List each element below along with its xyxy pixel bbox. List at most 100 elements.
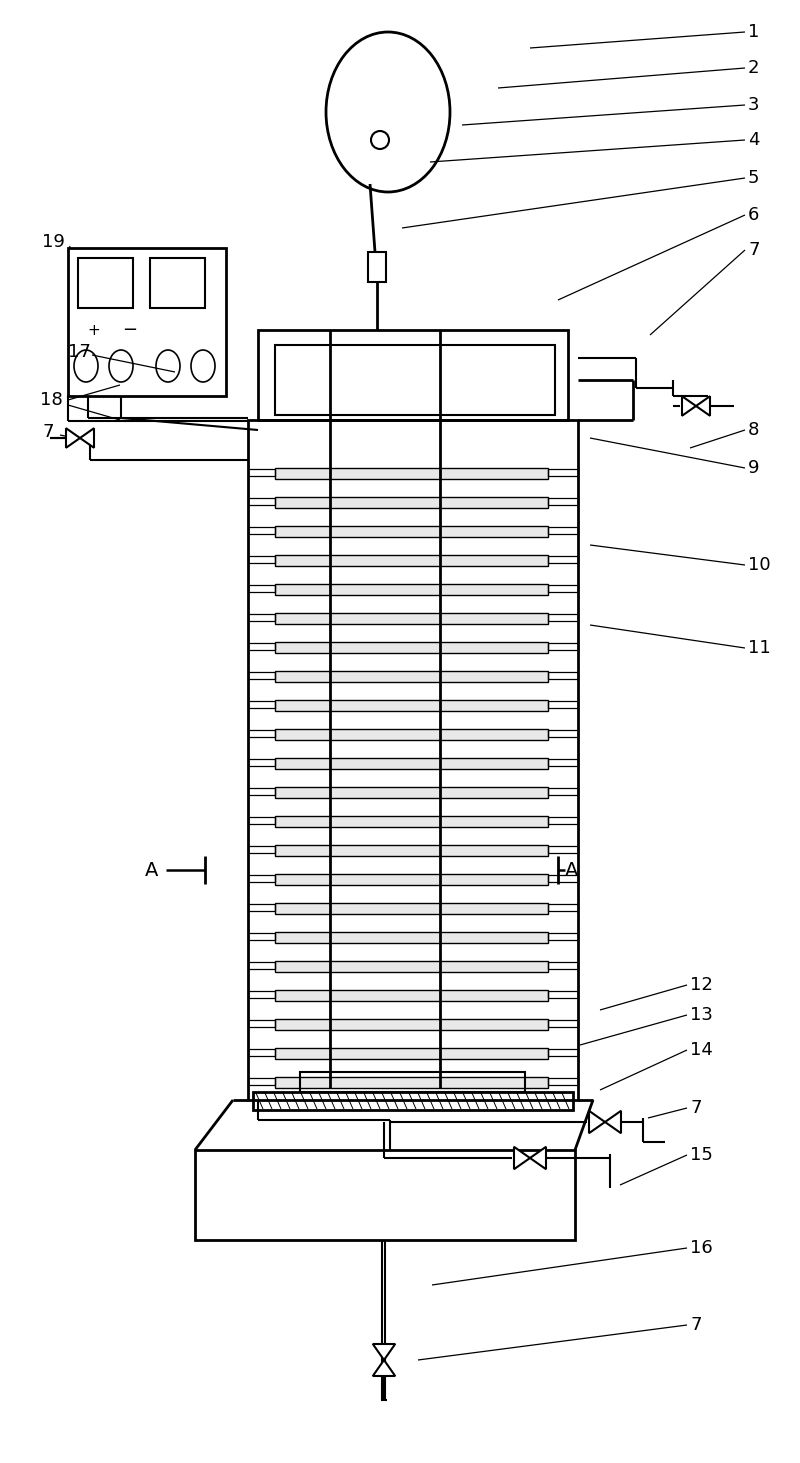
Polygon shape (373, 1344, 395, 1361)
Bar (275, 345, 555, 415)
Bar (275, 846, 548, 856)
Polygon shape (682, 396, 696, 415)
Bar (548, 644, 578, 650)
Text: 7: 7 (690, 1317, 702, 1334)
Bar (248, 497, 275, 505)
Bar (548, 990, 578, 998)
Polygon shape (66, 429, 80, 448)
Text: 7: 7 (748, 241, 759, 259)
Bar (275, 554, 548, 566)
Bar (275, 729, 548, 740)
Bar (275, 961, 548, 971)
Text: 4: 4 (748, 132, 759, 149)
Bar (275, 1020, 548, 1030)
Bar (248, 1049, 275, 1056)
Bar (248, 585, 275, 593)
Text: 12: 12 (690, 976, 713, 993)
Bar (248, 904, 275, 911)
Bar (248, 1020, 275, 1027)
Text: A: A (146, 860, 158, 879)
Bar (248, 730, 275, 737)
Bar (548, 527, 578, 534)
Bar (548, 789, 578, 794)
Bar (275, 1048, 548, 1059)
Bar (548, 759, 578, 767)
Text: 19: 19 (42, 233, 65, 252)
Text: −: − (122, 320, 138, 339)
Bar (248, 963, 275, 969)
Bar (548, 1078, 578, 1086)
Text: 10: 10 (748, 556, 770, 573)
Bar (248, 816, 275, 824)
Bar (275, 990, 548, 1001)
Bar (248, 556, 275, 563)
Bar (248, 846, 275, 853)
Text: 8: 8 (748, 421, 759, 439)
Bar (275, 584, 548, 595)
Text: 3: 3 (748, 97, 759, 114)
Bar (548, 701, 578, 708)
Bar (548, 497, 578, 505)
Bar (275, 699, 548, 711)
Bar (548, 672, 578, 679)
Bar (248, 470, 275, 475)
Bar (248, 701, 275, 708)
Bar (548, 963, 578, 969)
Bar (248, 759, 275, 767)
Bar (548, 730, 578, 737)
Bar (258, 331, 568, 420)
Bar (275, 642, 548, 652)
Text: 13: 13 (690, 1007, 713, 1024)
Bar (275, 672, 548, 682)
Bar (150, 257, 205, 309)
Text: 1: 1 (748, 23, 759, 41)
Bar (548, 875, 578, 882)
Bar (548, 933, 578, 941)
Bar (248, 990, 275, 998)
Bar (548, 1049, 578, 1056)
Text: 7: 7 (42, 423, 54, 440)
Text: 11: 11 (748, 639, 770, 657)
Bar (548, 1020, 578, 1027)
Polygon shape (605, 1110, 621, 1134)
Bar (275, 497, 548, 508)
Bar (275, 873, 548, 885)
Bar (548, 846, 578, 853)
Bar (275, 903, 548, 914)
Bar (248, 1078, 275, 1086)
Polygon shape (530, 1147, 546, 1169)
Polygon shape (80, 429, 94, 448)
Bar (275, 816, 548, 827)
Bar (248, 672, 275, 679)
Bar (548, 816, 578, 824)
Bar (248, 614, 275, 620)
Bar (548, 556, 578, 563)
Text: 18: 18 (40, 391, 62, 410)
Polygon shape (514, 1147, 530, 1169)
Bar (275, 932, 548, 944)
Bar (248, 875, 275, 882)
Polygon shape (373, 1361, 395, 1377)
Bar (68, 249, 226, 396)
Bar (275, 758, 548, 770)
Bar (275, 1077, 548, 1088)
Bar (300, 1072, 525, 1091)
Bar (248, 420, 578, 1100)
Bar (368, 252, 386, 282)
Bar (548, 470, 578, 475)
Bar (275, 468, 548, 478)
Text: 16: 16 (690, 1239, 713, 1257)
Bar (248, 933, 275, 941)
Bar (248, 527, 275, 534)
Bar (275, 527, 548, 537)
Text: +: + (88, 322, 100, 338)
Text: 2: 2 (748, 59, 759, 78)
Text: 9: 9 (748, 459, 759, 477)
Bar (275, 613, 548, 625)
Bar (548, 585, 578, 593)
Text: 17: 17 (68, 342, 91, 361)
Bar (253, 1091, 573, 1110)
Text: 7: 7 (690, 1099, 702, 1116)
Text: 6: 6 (748, 206, 759, 224)
Polygon shape (696, 396, 710, 415)
